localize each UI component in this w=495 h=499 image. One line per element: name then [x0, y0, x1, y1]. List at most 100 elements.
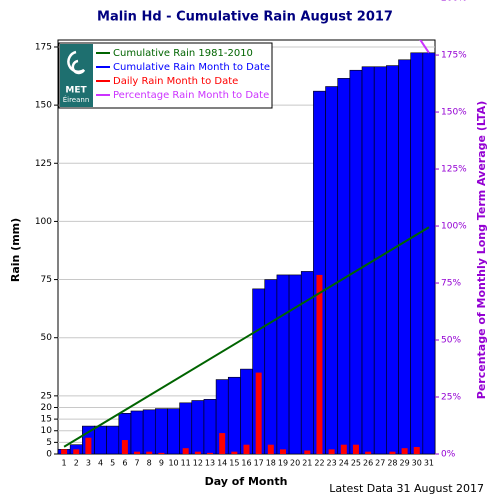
- x-tick-label: 13: [205, 459, 215, 468]
- x-tick-label: 10: [168, 459, 178, 468]
- x-tick-label: 19: [278, 459, 288, 468]
- y-tick-label: 175: [35, 42, 52, 52]
- y2-tick-label: 200%: [441, 0, 467, 4]
- y-tick-label: 150: [35, 101, 52, 111]
- x-tick-label: 11: [181, 459, 191, 468]
- x-tick-label: 18: [266, 459, 276, 468]
- bar: [288, 274, 302, 454]
- daily-bar: [146, 451, 153, 454]
- x-tick-label: 23: [327, 459, 337, 468]
- daily-bar: [243, 444, 250, 454]
- y-tick-label: 10: [41, 426, 53, 436]
- logo-text: Éireann: [63, 95, 90, 104]
- daily-bar: [340, 444, 347, 454]
- x-tick-label: 4: [98, 459, 103, 468]
- daily-bar: [352, 444, 359, 454]
- bar: [94, 425, 107, 454]
- x-tick-label: 25: [351, 459, 361, 468]
- x-tick-label: 30: [412, 459, 422, 468]
- daily-bar: [401, 448, 408, 454]
- y2-tick-label: 75%: [441, 279, 461, 289]
- x-tick-label: 8: [147, 459, 152, 468]
- bar: [398, 59, 411, 454]
- bar: [191, 400, 205, 454]
- x-tick-label: 14: [217, 459, 227, 468]
- plot-layer: [58, 40, 435, 454]
- line: [419, 40, 430, 54]
- x-tick-label: 24: [339, 459, 349, 468]
- y-tick-label: 100: [35, 217, 52, 227]
- x-tick-label: 3: [86, 459, 91, 468]
- daily-bar: [231, 451, 238, 454]
- y2-tick-label: 150%: [441, 108, 467, 118]
- bar: [154, 408, 168, 454]
- daily-bar: [389, 451, 396, 454]
- x-tick-label: 15: [229, 459, 239, 468]
- x-tick-label: 7: [135, 459, 140, 468]
- daily-bar: [328, 449, 335, 454]
- y2-tick-label: 50%: [441, 336, 461, 346]
- x-tick-label: 21: [302, 459, 312, 468]
- daily-bar: [85, 437, 92, 454]
- daily-bar: [267, 444, 274, 454]
- y-axis-label: Rain (mm): [9, 218, 22, 282]
- daily-bar: [134, 451, 141, 454]
- bar: [349, 69, 363, 454]
- daily-bar: [207, 452, 214, 454]
- footer: Latest Data 31 August 2017: [329, 482, 484, 495]
- bar: [373, 66, 387, 454]
- daily-bar: [279, 449, 286, 454]
- y-tick-label: 0: [46, 450, 52, 460]
- y2-tick-label: 100%: [441, 222, 467, 232]
- x-tick-label: 28: [387, 459, 397, 468]
- x-axis-label: Day of Month: [205, 475, 288, 488]
- x-tick-label: 5: [110, 459, 115, 468]
- x-tick-label: 1: [62, 459, 67, 468]
- legend-label: Cumulative Rain Month to Date: [113, 62, 270, 73]
- legend-box: [58, 42, 273, 109]
- x-tick-label: 12: [193, 459, 203, 468]
- y2-tick-label: 175%: [441, 51, 467, 61]
- x-tick-label: 16: [241, 459, 251, 468]
- chart-title: Malin Hd - Cumulative Rain August 2017: [97, 10, 393, 25]
- y2-axis-label: Percentage of Monthly Long Term Average …: [475, 101, 488, 399]
- bar: [142, 409, 156, 454]
- y-tick-label: 25: [41, 391, 52, 401]
- x-tick-label: 29: [400, 459, 410, 468]
- x-tick-label: 26: [363, 459, 373, 468]
- y-tick-label: 50: [41, 333, 53, 343]
- daily-bar: [316, 274, 323, 454]
- daily-bar: [121, 440, 128, 454]
- y-tick-label: 75: [41, 275, 52, 285]
- x-tick-label: 27: [375, 459, 385, 468]
- daily-bar: [413, 447, 420, 454]
- bar: [167, 408, 180, 454]
- line: [63, 226, 430, 448]
- legend-label: Cumulative Rain 1981-2010: [113, 48, 253, 59]
- legend-label: Daily Rain Month to Date: [113, 76, 238, 87]
- legend-label: Percentage Rain Month to Date: [113, 90, 269, 101]
- bar: [386, 65, 399, 454]
- daily-bar: [61, 449, 68, 454]
- daily-bar: [219, 433, 226, 454]
- y-tick-label: 5: [46, 438, 52, 448]
- x-tick-label: 17: [254, 459, 264, 468]
- x-tick-label: 20: [290, 459, 300, 468]
- bar: [179, 402, 193, 454]
- y2-tick-label: 0%: [441, 450, 456, 460]
- legend: MET Éireann Cumulative Rain 1981-2010 Cum…: [58, 42, 273, 109]
- bar: [203, 399, 217, 454]
- y-tick-label: 125: [35, 159, 52, 169]
- daily-bar: [73, 449, 80, 454]
- daily-bar: [255, 372, 262, 454]
- y-tick-label: 15: [41, 415, 52, 425]
- bar: [276, 274, 290, 454]
- bar: [325, 86, 339, 454]
- y2-tick-label: 125%: [441, 165, 467, 175]
- x-tick-label: 6: [122, 459, 127, 468]
- bar: [130, 410, 144, 454]
- bar: [264, 279, 278, 454]
- x-tick-label: 2: [74, 459, 79, 468]
- x-tick-label: 22: [314, 459, 324, 468]
